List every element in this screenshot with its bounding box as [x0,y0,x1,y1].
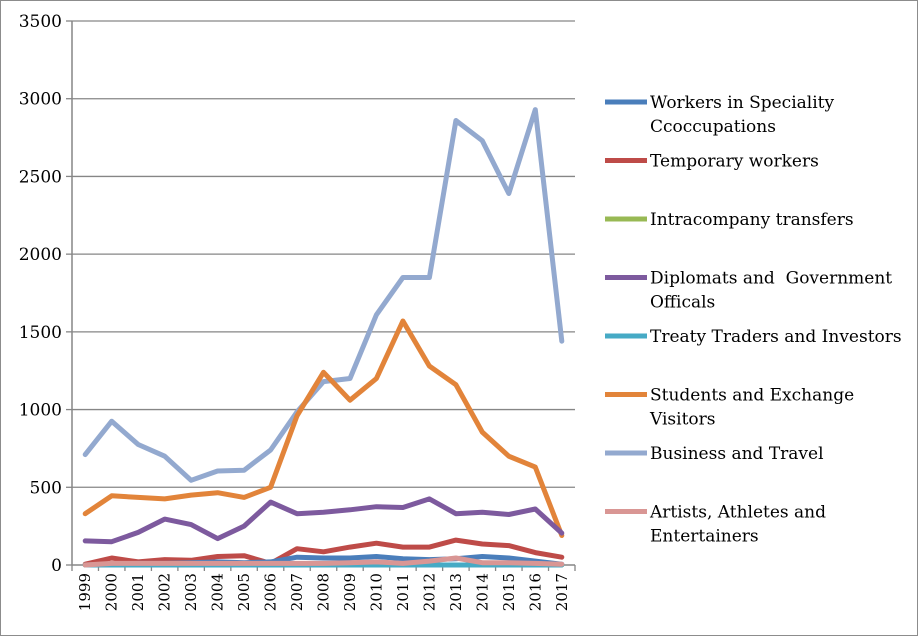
series-line-artists-athletes-and-entertainers [82,555,565,568]
x-tick-label: 2009 [341,573,359,611]
y-tick-label: 3000 [19,90,62,110]
legend-label: Visitors [649,410,716,430]
series-line-students-and-exchange-visitors [82,318,565,538]
x-tick-label: 2004 [209,573,227,611]
x-tick-label: 2017 [553,573,571,611]
legend-label: Students and Exchange [650,386,854,406]
x-tick-label: 2015 [500,573,518,611]
y-tick-label: 1000 [19,401,62,421]
series-line-temporary-workers [82,537,565,567]
x-tick-label: 2011 [394,573,412,611]
axes [71,21,575,566]
legend-label: Temporary workers [650,152,819,172]
legend-label: Diplomats and Government [650,269,892,289]
legend-label: Treaty Traders and Investors [650,327,902,347]
x-tick-label: 2010 [367,573,385,611]
y-axis-ticks: 0 500 1000 1500 2000 2500 3000 3500 [19,12,72,576]
y-tick-label: 2500 [19,167,62,187]
x-tick-label: 2007 [288,573,306,611]
legend-label: Artists, Athletes and [649,503,826,523]
legend: Workers in Speciality Ccoccupations Tempor… [605,93,902,547]
x-tick-label: 2013 [447,573,465,611]
legend-label: Workers in Speciality [650,93,834,113]
x-axis-ticks: 1999 2000 2001 2002 2003 2004 2005 2006 2007 2008… [71,565,576,611]
y-tick-label: 3500 [19,12,62,32]
series-line-diplomats-and-government-officals [82,496,565,545]
x-tick-label: 2008 [315,573,333,611]
legend-label: Intracompany transfers [650,210,854,230]
legend-label: Officals [650,293,715,313]
x-tick-label: 2016 [526,573,544,611]
legend-label: Ccoccupations [650,117,776,137]
x-tick-label: 2006 [262,573,280,611]
y-tick-label: 2000 [19,245,62,265]
y-tick-label: 0 [51,556,62,576]
x-tick-label: 2012 [420,573,438,611]
x-tick-label: 2002 [156,573,174,611]
y-tick-label: 1500 [19,323,62,343]
x-tick-label: 2003 [182,573,200,611]
x-tick-label: 1999 [76,573,94,611]
legend-label: Entertainers [650,527,759,547]
x-tick-label: 2005 [235,573,253,611]
y-tick-label: 500 [30,478,62,498]
series-line-business-and-travel [82,107,565,483]
legend-label: Business and Travel [650,444,824,464]
x-tick-label: 2000 [103,573,121,611]
x-tick-label: 2001 [129,573,147,611]
gridlines [72,20,575,488]
x-tick-label: 2014 [473,573,491,611]
series-lines [82,107,565,568]
